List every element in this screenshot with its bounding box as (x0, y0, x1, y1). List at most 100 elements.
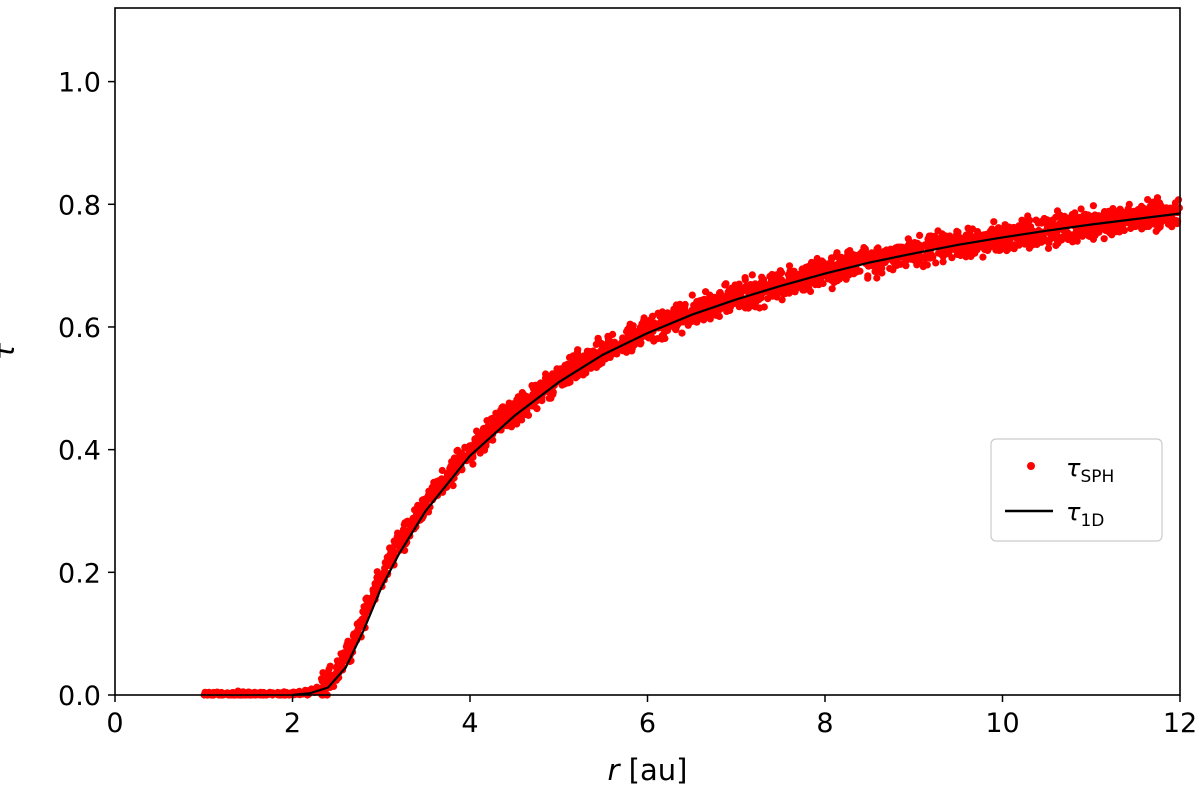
sph-point (488, 414, 497, 422)
sph-point (546, 374, 555, 382)
sph-point (984, 246, 992, 255)
sph-point (329, 671, 337, 680)
sph-point (215, 689, 223, 698)
sph-point (979, 253, 987, 261)
sph-point (582, 354, 590, 362)
sph-point (561, 380, 569, 388)
sph-point (999, 225, 1007, 234)
sph-point (1070, 236, 1078, 244)
sph-point (505, 402, 513, 410)
sph-point (1043, 218, 1052, 226)
tau-1d-line (292, 212, 1181, 697)
sph-point (587, 364, 595, 372)
sph-point (958, 246, 966, 254)
sph-point (1140, 218, 1148, 227)
sph-point (741, 276, 749, 284)
x-axis-label-var: r (608, 753, 622, 787)
y-tick-label: 0.4 (58, 436, 101, 467)
sph-point (922, 252, 930, 260)
sph-point (748, 271, 756, 279)
sph-point (547, 394, 555, 402)
sph-point (1095, 228, 1103, 236)
sph-point (990, 218, 998, 226)
sph-point (909, 255, 917, 263)
sph-point (828, 285, 836, 293)
sph-point (1045, 239, 1053, 247)
sph-point (763, 282, 771, 290)
sph-point (724, 289, 732, 297)
sph-point (702, 301, 710, 309)
sph-point (773, 276, 781, 284)
sph-point (1077, 205, 1085, 213)
x-tick-label: 0 (106, 708, 123, 739)
sph-point (745, 296, 753, 304)
sph-point (568, 361, 576, 369)
sph-point (696, 297, 704, 305)
sph-point (777, 269, 786, 277)
sph-point (381, 564, 389, 572)
sph-point (903, 244, 911, 252)
sph-point (347, 643, 355, 651)
sph-point (622, 345, 630, 353)
sph-point (360, 609, 368, 617)
sph-point (671, 324, 679, 332)
sph-point (916, 252, 924, 260)
sph-point (753, 295, 762, 303)
sph-point (469, 460, 477, 468)
legend-label-1d: τ1D (1066, 498, 1104, 531)
sph-point (962, 253, 970, 261)
sph-point (480, 424, 488, 432)
sph-point (928, 233, 936, 241)
sph-point (1044, 244, 1053, 252)
y-tick-label: 0.8 (58, 190, 101, 221)
sph-point (860, 244, 868, 252)
sph-point (498, 404, 506, 412)
sph-point (471, 435, 479, 443)
sph-point (1130, 219, 1138, 227)
sph-point (855, 252, 863, 260)
sph-point (318, 677, 326, 685)
sph-point (1006, 228, 1014, 236)
sph-point (678, 329, 686, 337)
sph-point (532, 381, 540, 389)
x-tick-label: 4 (461, 708, 478, 739)
y-tick-label: 0.6 (58, 313, 101, 344)
sph-point (569, 352, 577, 360)
sph-point (1089, 202, 1097, 210)
sph-point (706, 291, 714, 299)
sph-point (965, 231, 973, 240)
sph-point (592, 349, 600, 357)
sph-point (916, 231, 924, 239)
sph-point (941, 232, 950, 240)
sph-point (752, 284, 760, 292)
sph-point (806, 287, 815, 295)
sph-point (1170, 218, 1178, 226)
sph-point (1120, 226, 1128, 235)
sph-point (370, 590, 378, 599)
sph-point (574, 346, 582, 354)
sph-point (935, 249, 943, 257)
sph-point (1138, 225, 1146, 233)
sph-point (499, 415, 507, 423)
sph-point (785, 262, 794, 270)
x-tick-label: 12 (1163, 708, 1197, 739)
sph-point (400, 521, 408, 529)
sph-point (628, 324, 636, 332)
sph-point (784, 271, 793, 279)
sph-point (415, 508, 423, 516)
sph-point (1082, 230, 1090, 238)
sph-point (951, 246, 959, 254)
sph-point (1091, 211, 1099, 219)
sph-point (889, 258, 898, 266)
sph-point (393, 533, 401, 541)
x-axis: 0 2 4 6 8 10 12 (106, 695, 1197, 739)
y-axis-label: τ (0, 342, 21, 360)
sph-point (871, 250, 879, 258)
sph-point (353, 620, 361, 628)
sph-point (795, 270, 803, 278)
sph-point (948, 235, 956, 243)
sph-point (533, 405, 541, 413)
sph-point (640, 314, 648, 322)
legend-marker-sph (1027, 462, 1035, 470)
sph-point (1127, 224, 1135, 233)
